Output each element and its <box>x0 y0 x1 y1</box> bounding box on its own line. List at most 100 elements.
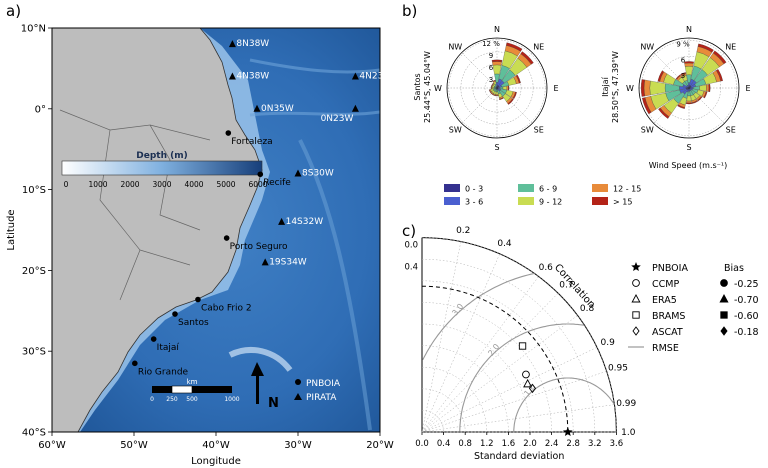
scale-bar: km 0 250 500 1000 <box>150 378 240 403</box>
rose-pct-label: 6 <box>489 64 494 72</box>
std-tick-label: 1.6 <box>502 439 516 449</box>
std-tick-label: 0.0 <box>415 439 429 449</box>
correlation-tick-label: 1.0 <box>621 428 636 438</box>
rose-petal-segment <box>697 43 714 53</box>
correlation-tick-label: 0.4 <box>497 239 512 249</box>
std-left-tick-label: 0.4 <box>404 263 418 273</box>
rose-direction-label: N <box>494 25 500 34</box>
pnboia-station-label: Cabo Frio 2 <box>201 303 252 313</box>
correlation-tick-label: 0.95 <box>608 364 628 374</box>
speed-legend-label: 3 - 6 <box>465 198 483 207</box>
pirata-station-label: 4N23W <box>359 71 392 81</box>
wind-rose-itajai: 9 % 6 3 N NE E SE S SW W NW <box>626 25 750 152</box>
pirata-station-label: 8S30W <box>302 168 334 178</box>
std-tick-label: 0.4 <box>437 439 451 449</box>
rose-pct-label: 9 % <box>676 40 690 48</box>
rose-petal-segment <box>495 95 499 97</box>
rose-direction-label: NE <box>725 42 736 51</box>
rmse-arc <box>422 272 535 361</box>
rose-direction-label: NW <box>640 42 654 51</box>
rose-petal-segment <box>492 61 502 66</box>
rose-direction-label: S <box>686 143 691 152</box>
rose-pct-label: 3 <box>681 72 685 80</box>
lon-tick-label: 30°W <box>284 440 312 451</box>
panel-a-label: a) <box>6 2 21 20</box>
depth-tick-label: 6000 <box>248 180 267 189</box>
taylor-legend-label: RMSE <box>652 343 679 354</box>
rose-petal-segment <box>706 84 710 92</box>
rmse-arc <box>459 323 585 432</box>
diamond-marker <box>632 326 640 336</box>
rose-petal-segment <box>642 97 652 115</box>
pnboia-station-marker <box>172 311 178 317</box>
correlation-tick-label: 0.99 <box>616 399 636 409</box>
depth-tick-label: 3000 <box>152 180 171 189</box>
latitude-ticks: 10°N 0° 10°S 20°S 30°S 40°S <box>21 24 52 439</box>
rose-petal-segment <box>488 89 491 93</box>
square-marker <box>518 342 527 350</box>
rmse-label: 3.0 <box>450 302 465 318</box>
std-tick-label: 2.4 <box>545 439 559 449</box>
taylor-legend-label: BRAMS <box>652 311 685 322</box>
std-tick-label: 1.2 <box>480 439 494 449</box>
longitude-axis-label: Longitude <box>191 456 241 467</box>
correlation-tick-label: 0.2 <box>456 226 470 236</box>
rose-direction-label: SW <box>449 126 462 135</box>
pnboia-station-marker <box>195 296 201 303</box>
rose-petal-segment <box>515 74 521 84</box>
south-america-land <box>52 28 263 432</box>
bias-value: -0.25 <box>734 279 759 290</box>
rose-petal-segment <box>684 61 694 64</box>
panel-c-label: c) <box>402 222 416 240</box>
taylor-legend-label: ASCAT <box>652 327 683 338</box>
pirata-station-label: 19S34W <box>269 257 307 267</box>
square-marker <box>632 311 640 319</box>
taylor-legend-label: ERA5 <box>652 295 677 306</box>
taylor-legend-label: PNBOIA <box>652 263 688 274</box>
wind-speed-label: Wind Speed (m.s⁻¹) <box>649 161 727 170</box>
lon-tick-label: 50°W <box>120 440 148 451</box>
lat-tick-label: 40°S <box>22 428 46 439</box>
correlation-tick-label: 0.7 <box>559 281 573 291</box>
std-left-tick-label: 0.0 <box>404 241 418 251</box>
rose-petal-segment <box>491 59 503 63</box>
map: Depth (m) 0 1000 2000 3000 4000 5000 6000 km 0… <box>6 24 394 468</box>
bias-value: -0.18 <box>734 327 759 338</box>
bias-value: -0.70 <box>734 295 759 306</box>
rose-pct-label: 6 <box>681 56 686 64</box>
rose-petal-segment <box>512 91 517 100</box>
pnboia-station-label: Itajaí <box>157 343 180 353</box>
square-marker <box>720 311 728 319</box>
triangle-marker <box>631 294 641 303</box>
depth-label: Depth (m) <box>136 151 187 161</box>
santos-title: Santos <box>413 73 422 100</box>
rose-direction-label: NW <box>448 42 462 51</box>
speed-legend-swatch <box>518 184 534 192</box>
rose-direction-label: W <box>434 84 442 93</box>
rose-petal-segment <box>699 84 707 92</box>
rose-petal-segment <box>492 64 502 75</box>
panel-b-label: b) <box>402 2 417 20</box>
rose-petal-segment <box>686 100 692 104</box>
pnboia-station-label: Fortaleza <box>231 137 272 147</box>
pirata-station-marker <box>228 72 236 80</box>
rose-petal-segment <box>680 72 686 76</box>
rose-pct-label: 9 <box>489 52 493 60</box>
scale-tick-label: 1000 <box>224 396 239 403</box>
rose-pct-label: 3 <box>489 76 493 84</box>
rose-direction-label: SE <box>534 126 544 135</box>
rose-petal-segment <box>657 70 664 82</box>
lat-tick-label: 10°S <box>22 185 46 196</box>
depth-ticks: 0 1000 2000 3000 4000 5000 6000 <box>64 180 268 189</box>
rose-direction-label: N <box>686 25 692 34</box>
pnboia-station-marker <box>225 130 232 136</box>
scale-unit: km <box>187 378 198 386</box>
lat-tick-label: 30°S <box>22 347 46 358</box>
lat-tick-label: 10°N <box>21 24 46 35</box>
rose-direction-label: S <box>494 143 499 152</box>
bias-value: -0.60 <box>734 311 759 322</box>
std-tick-label: 3.2 <box>588 439 602 449</box>
reference-std-arc <box>421 285 569 433</box>
pirata-legend-label: PIRATA <box>306 393 337 403</box>
